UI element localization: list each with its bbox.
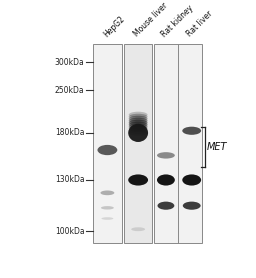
Text: 180kDa: 180kDa xyxy=(55,128,84,137)
Text: 250kDa: 250kDa xyxy=(55,86,84,95)
Ellipse shape xyxy=(157,152,175,158)
Ellipse shape xyxy=(129,128,147,134)
Ellipse shape xyxy=(101,217,113,220)
Ellipse shape xyxy=(182,174,201,185)
Ellipse shape xyxy=(129,120,147,126)
Ellipse shape xyxy=(129,118,147,124)
Ellipse shape xyxy=(129,116,147,122)
Ellipse shape xyxy=(182,127,201,135)
Text: Mouse liver: Mouse liver xyxy=(132,1,169,39)
Ellipse shape xyxy=(129,124,147,130)
Ellipse shape xyxy=(100,190,114,195)
Text: Rat kidney: Rat kidney xyxy=(159,3,195,39)
Text: 100kDa: 100kDa xyxy=(55,227,84,236)
Ellipse shape xyxy=(183,202,201,210)
Ellipse shape xyxy=(157,202,174,210)
Ellipse shape xyxy=(129,114,147,120)
Bar xyxy=(92,44,122,243)
Ellipse shape xyxy=(129,112,147,118)
Bar xyxy=(154,44,202,243)
Ellipse shape xyxy=(129,126,147,132)
Text: Rat liver: Rat liver xyxy=(185,9,215,39)
Ellipse shape xyxy=(98,145,117,155)
Ellipse shape xyxy=(101,206,114,210)
Text: 130kDa: 130kDa xyxy=(55,175,84,185)
Ellipse shape xyxy=(128,124,148,142)
Ellipse shape xyxy=(157,174,175,185)
Text: 300kDa: 300kDa xyxy=(55,58,84,67)
Ellipse shape xyxy=(131,227,145,231)
Text: HepG2: HepG2 xyxy=(102,14,127,39)
Bar xyxy=(124,44,152,243)
Text: MET: MET xyxy=(207,142,228,152)
Ellipse shape xyxy=(128,174,148,185)
Ellipse shape xyxy=(129,122,147,128)
Ellipse shape xyxy=(129,130,147,136)
